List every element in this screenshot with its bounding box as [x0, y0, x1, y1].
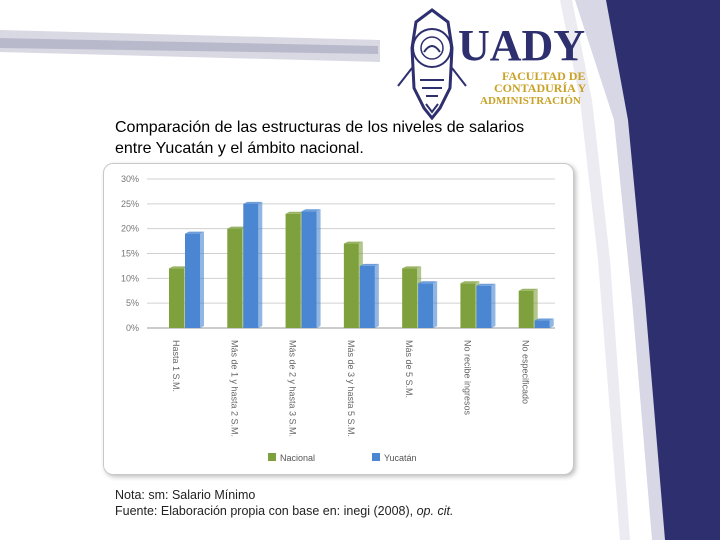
slide-title: Comparación de las estructuras de los ni…	[115, 119, 525, 157]
source-text: Fuente: Elaboración propia con base en: …	[115, 504, 417, 518]
y-tick-label: 10%	[121, 273, 139, 283]
logo-line-2: CONTADURÍA Y	[494, 81, 587, 95]
bar-top	[418, 281, 438, 284]
x-tick-label: Más de 3 y hasta 5 S.M.	[346, 340, 356, 437]
y-tick-label: 20%	[121, 224, 139, 234]
bar-side	[549, 318, 554, 328]
source-line: Fuente: Elaboración propia con base en: …	[115, 503, 453, 519]
bar-yucatan	[301, 211, 317, 328]
x-tick-label: Más de 2 y hasta 3 S.M.	[288, 340, 298, 437]
bar-yucatan	[185, 233, 200, 328]
bar-yucatan	[418, 283, 434, 328]
bar-nacional	[343, 243, 359, 328]
x-tick-label: No especificado	[521, 340, 531, 404]
logo-wordmark: UADY	[458, 21, 585, 70]
y-tick-label: 15%	[121, 249, 139, 259]
bar-top	[243, 201, 263, 204]
bar-nacional	[402, 268, 418, 328]
logo-line-1: FACULTAD DE	[502, 69, 585, 83]
bar-nacional	[227, 228, 243, 328]
bar-yucatan	[359, 265, 375, 328]
bar-nacional	[285, 213, 301, 328]
bar-top	[343, 241, 363, 244]
bar-side	[491, 283, 496, 328]
legend-swatch-yucatan	[372, 453, 380, 461]
y-tick-label: 30%	[121, 174, 139, 184]
bar-top	[460, 281, 480, 284]
legend-swatch-nacional	[268, 453, 276, 461]
bar-top	[402, 266, 422, 269]
bar-top	[476, 283, 496, 286]
slide-note: Nota: sm: Salario Mínimo Fuente: Elabora…	[115, 487, 453, 519]
x-tick-label: Más de 5 S.M.	[404, 340, 414, 398]
x-tick-label: Más de 1 y hasta 2 S.M.	[229, 340, 239, 437]
bar-top	[285, 211, 305, 214]
bar-side	[374, 263, 379, 328]
bar-yucatan	[243, 203, 259, 328]
bar-side	[200, 231, 204, 328]
logo-line-3: ADMINISTRACIÓN	[480, 95, 581, 107]
y-tick-label: 0%	[126, 323, 139, 333]
bar-top	[185, 231, 204, 234]
uady-logo: UADY FACULTAD DE CONTADURÍA Y ADMINISTRA…	[396, 8, 592, 121]
legend-label-nacional: Nacional	[280, 453, 315, 463]
y-tick-label: 25%	[121, 199, 139, 209]
bar-side	[533, 288, 538, 328]
bar-side	[316, 209, 321, 328]
bar-yucatan	[476, 285, 492, 328]
bar-side	[258, 201, 263, 328]
bar-top	[359, 263, 379, 266]
bar-nacional	[460, 283, 476, 328]
bar-side	[433, 281, 438, 328]
bar-top	[534, 318, 554, 321]
bar-top	[301, 209, 321, 212]
legend-label-yucatan: Yucatán	[384, 453, 417, 463]
bar-nacional	[518, 290, 534, 328]
x-tick-label: No recibe ingresos	[462, 340, 472, 416]
bar-yucatan	[534, 320, 550, 328]
bar-top	[227, 226, 247, 229]
source-italic: op. cit.	[416, 504, 454, 518]
university-seal-icon: UADY FACULTAD DE CONTADURÍA Y ADMINISTRA…	[397, 8, 587, 121]
bar-top	[169, 266, 188, 269]
bar-nacional	[169, 268, 184, 328]
note-line: Nota: sm: Salario Mínimo	[115, 488, 256, 502]
bar-top	[518, 288, 538, 291]
y-tick-label: 5%	[126, 298, 139, 308]
x-tick-label: Hasta 1 S.M.	[171, 340, 181, 392]
